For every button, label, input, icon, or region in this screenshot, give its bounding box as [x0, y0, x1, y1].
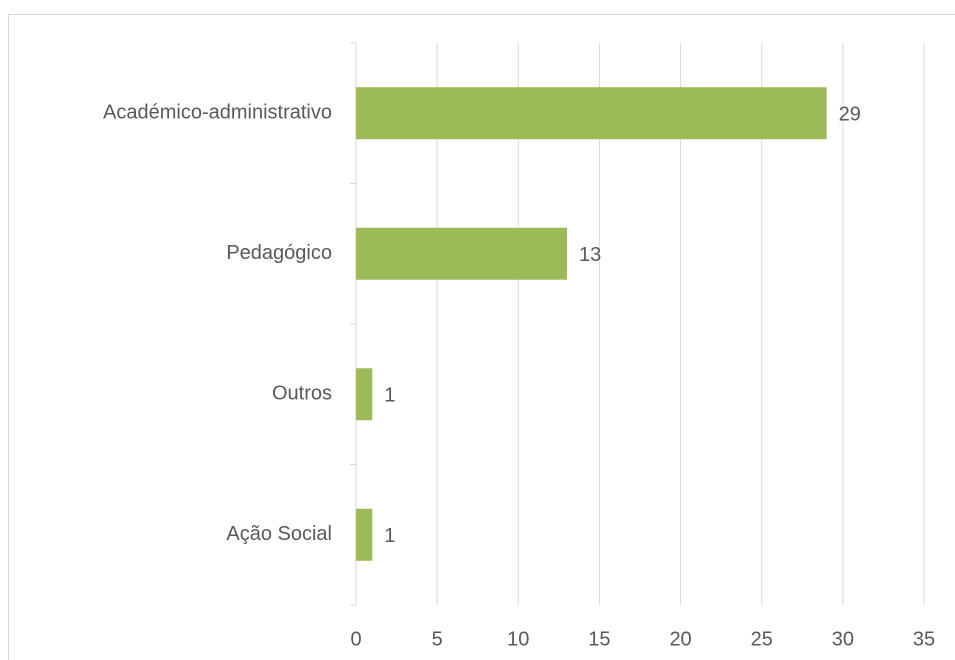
bar	[356, 227, 567, 280]
data-label: 29	[839, 104, 861, 126]
data-label: 1	[384, 525, 395, 547]
bar	[356, 368, 373, 421]
x-tick-label: 30	[832, 628, 854, 650]
y-tick-label: Ação Social	[226, 523, 332, 545]
y-tick-label: Académico-administrativo	[103, 102, 332, 124]
y-tick-label: Outros	[272, 383, 332, 405]
x-tick-label: 35	[913, 628, 935, 650]
x-tick-label: 0	[350, 628, 361, 650]
data-label: 13	[579, 244, 601, 266]
bar	[356, 87, 827, 140]
x-tick-label: 25	[751, 628, 773, 650]
x-tick-label: 5	[432, 628, 443, 650]
data-label: 1	[384, 385, 395, 407]
x-tick-label: 15	[588, 628, 610, 650]
bar	[356, 508, 373, 561]
x-tick-label: 20	[669, 628, 691, 650]
y-tick-label: Pedagógico	[226, 242, 332, 264]
x-tick-label: 10	[507, 628, 529, 650]
